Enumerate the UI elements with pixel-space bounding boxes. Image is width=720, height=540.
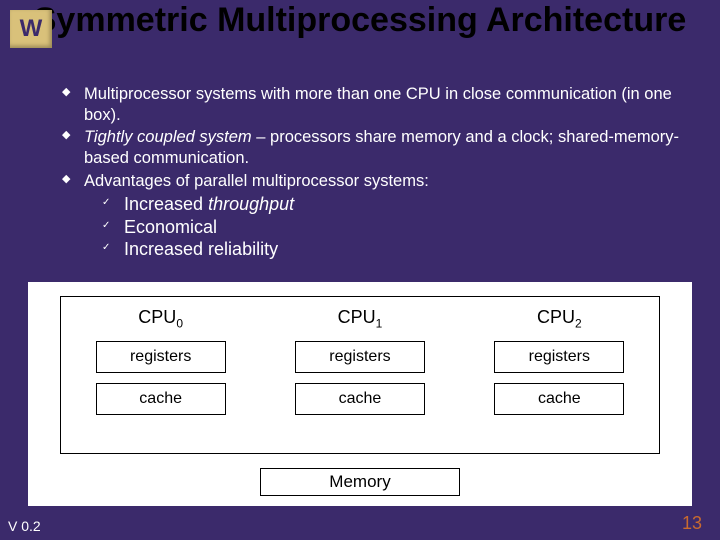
cpu-2-label-text: CPU <box>537 307 575 327</box>
cpu-columns: CPU0 registers cache CPU1 registers cach… <box>61 297 659 453</box>
cpu-0-label: CPU0 <box>138 307 183 331</box>
cpu-col-1: CPU1 registers cache <box>275 305 445 453</box>
slide-title: Symmetric Multiprocessing Architecture <box>0 0 720 39</box>
slide: W Symmetric Multiprocessing Architecture… <box>0 0 720 540</box>
bullet-3: Advantages of parallel multiprocessor sy… <box>60 171 708 261</box>
sub-1-pre: Increased <box>124 194 208 214</box>
uw-logo-letter: W <box>20 15 43 43</box>
cpu-0-registers: registers <box>96 341 226 373</box>
bullet-list: Multiprocessor systems with more than on… <box>60 84 708 261</box>
cpu-system-box: CPU0 registers cache CPU1 registers cach… <box>60 296 660 454</box>
bullet-3-text: Advantages of parallel multiprocessor sy… <box>84 172 429 190</box>
sub-bullet-list: Increased throughput Economical Increase… <box>84 193 708 261</box>
version-label: V 0.2 <box>8 518 41 534</box>
uw-logo: W <box>10 10 52 48</box>
cpu-0-cache: cache <box>96 383 226 415</box>
bullet-2-italic: Tightly coupled system <box>84 128 252 146</box>
cpu-1-label-text: CPU <box>338 307 376 327</box>
sub-2: Economical <box>84 216 708 239</box>
bullet-1: Multiprocessor systems with more than on… <box>60 84 708 125</box>
cpu-col-0: CPU0 registers cache <box>76 305 246 453</box>
cpu-2-registers: registers <box>494 341 624 373</box>
cpu-2-sub: 2 <box>575 317 582 331</box>
memory-box: Memory <box>260 468 460 496</box>
cpu-2-label: CPU2 <box>537 307 582 331</box>
sub-1: Increased throughput <box>84 193 708 216</box>
content-area: Multiprocessor systems with more than on… <box>60 84 708 263</box>
diagram-area: CPU0 registers cache CPU1 registers cach… <box>28 282 692 506</box>
cpu-1-registers: registers <box>295 341 425 373</box>
cpu-1-sub: 1 <box>376 317 383 331</box>
cpu-2-cache: cache <box>494 383 624 415</box>
cpu-1-cache: cache <box>295 383 425 415</box>
cpu-0-sub: 0 <box>176 317 183 331</box>
cpu-0-label-text: CPU <box>138 307 176 327</box>
bullet-2: Tightly coupled system – processors shar… <box>60 127 708 168</box>
cpu-1-label: CPU1 <box>338 307 383 331</box>
sub-1-italic: throughput <box>208 194 294 214</box>
page-number: 13 <box>682 513 702 534</box>
cpu-col-2: CPU2 registers cache <box>474 305 644 453</box>
sub-3: Increased reliability <box>84 238 708 261</box>
